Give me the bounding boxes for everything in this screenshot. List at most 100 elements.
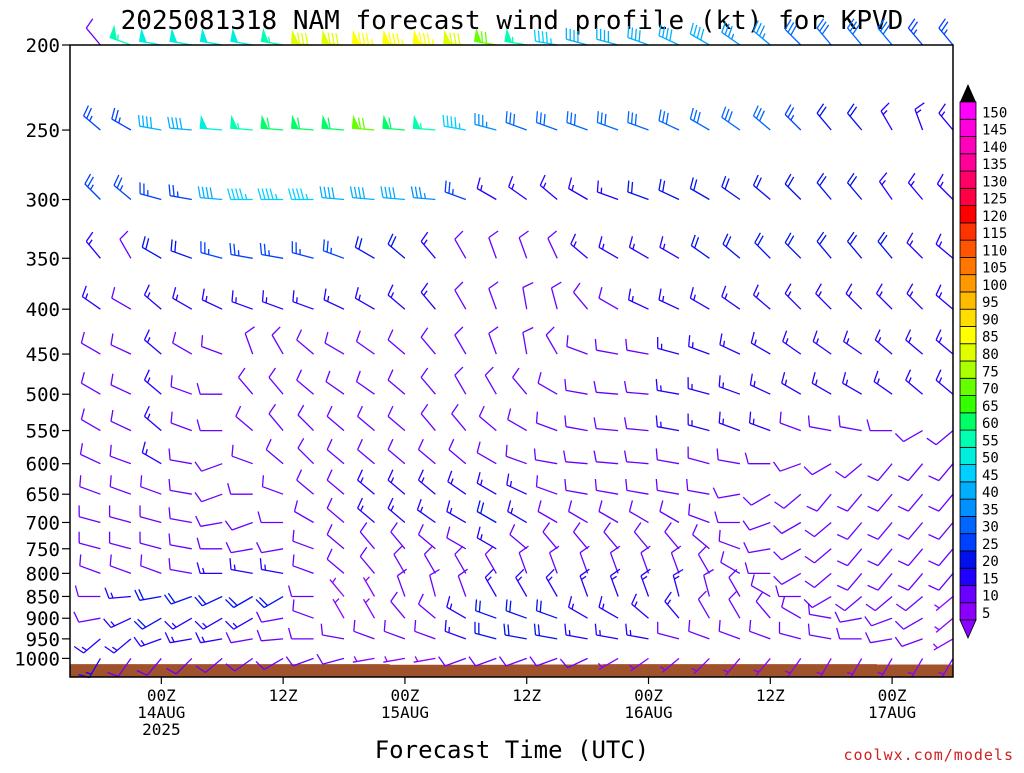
wind-barb xyxy=(455,367,466,394)
wind-barb xyxy=(660,500,679,522)
wind-barb xyxy=(782,596,801,618)
wind-barb xyxy=(687,479,710,494)
wind-barb xyxy=(599,236,618,258)
wind-barb xyxy=(327,549,344,574)
wind-barb xyxy=(421,232,435,258)
wind-barb xyxy=(198,186,222,199)
wind-barb xyxy=(929,523,954,540)
wind-barb xyxy=(415,620,436,639)
wind-barb xyxy=(595,339,618,354)
wind-barb xyxy=(513,368,527,394)
wind-barb xyxy=(226,632,253,642)
wind-barb xyxy=(939,19,953,45)
colorbar-label: 100 xyxy=(982,278,1007,294)
wind-barb xyxy=(936,285,953,310)
wind-barb xyxy=(239,368,253,394)
wind-barb xyxy=(729,591,740,618)
wind-barb xyxy=(719,620,740,639)
wind-barb xyxy=(383,117,405,130)
wind-barb xyxy=(504,624,527,639)
wind-barb xyxy=(358,470,375,495)
wind-barb xyxy=(200,117,222,130)
wind-barb xyxy=(477,472,496,494)
wind-barb xyxy=(656,415,679,430)
wind-barb xyxy=(171,239,192,258)
wind-barb xyxy=(538,372,557,394)
colorbar-swatch xyxy=(960,223,976,240)
colorbar-label: 115 xyxy=(982,226,1007,242)
wind-barb xyxy=(906,370,923,395)
wind-barb xyxy=(807,494,832,511)
wind-barb xyxy=(169,449,192,464)
wind-barb xyxy=(877,284,893,310)
wind-barb xyxy=(743,494,770,505)
wind-barb xyxy=(875,330,892,355)
wind-barb xyxy=(548,231,557,258)
colorbar-swatch xyxy=(960,465,976,482)
wind-barb xyxy=(195,492,222,501)
wind-barb xyxy=(297,470,314,495)
wind-barb xyxy=(353,656,375,662)
wind-barb xyxy=(839,415,862,430)
wind-barb xyxy=(477,178,496,200)
wind-barb xyxy=(439,657,466,666)
wind-barb xyxy=(908,19,922,45)
wind-barb xyxy=(937,174,953,199)
colorbar-swatch xyxy=(960,344,976,361)
wind-barb xyxy=(417,499,435,522)
wind-barb xyxy=(421,328,435,354)
wind-barb xyxy=(86,19,100,45)
wind-barb xyxy=(292,117,314,130)
wind-barb xyxy=(898,523,923,540)
colorbar-swatch xyxy=(960,188,976,205)
wind-barb xyxy=(421,368,435,394)
wind-barb xyxy=(477,500,496,522)
wind-barb xyxy=(295,500,314,522)
wind-barb xyxy=(388,470,405,495)
wind-barb xyxy=(594,417,618,430)
x-tick-label: 12Z xyxy=(512,686,541,705)
wind-barb xyxy=(848,104,862,130)
wind-barb xyxy=(394,546,405,573)
wind-barb xyxy=(260,243,283,258)
wind-barb xyxy=(535,449,558,464)
wind-barb xyxy=(868,494,893,511)
wind-barb xyxy=(599,596,618,618)
wind-barb xyxy=(86,232,100,258)
speed-colorbar: 5101520253035404550556065707580859095100… xyxy=(960,84,1007,638)
wind-barb xyxy=(351,186,375,199)
wind-barb xyxy=(168,117,192,130)
wind-barb xyxy=(936,234,953,258)
wind-barb xyxy=(260,558,283,573)
wind-barb xyxy=(258,189,283,200)
wind-barb xyxy=(719,375,740,394)
wind-barb xyxy=(755,233,771,258)
wind-barb xyxy=(565,415,588,430)
wind-barb xyxy=(698,546,709,573)
wind-barb xyxy=(397,569,406,596)
wind-barb xyxy=(364,599,375,619)
y-tick-label: 250 xyxy=(26,120,60,142)
x-tick-label: 2025 xyxy=(142,720,181,739)
colorbar-label: 10 xyxy=(982,589,999,605)
colorbar-swatch xyxy=(960,430,976,447)
colorbar-swatch xyxy=(960,499,976,516)
wind-barb xyxy=(165,632,192,642)
wind-barb xyxy=(197,538,222,549)
wind-barb xyxy=(321,624,344,639)
colorbar-swatch xyxy=(960,102,976,119)
wind-barb xyxy=(419,594,436,618)
wind-barb xyxy=(236,406,253,431)
wind-barb xyxy=(388,234,405,258)
wind-barb xyxy=(391,592,405,618)
wind-barb xyxy=(169,558,192,573)
wind-barb xyxy=(506,599,527,618)
wind-barb xyxy=(421,283,435,309)
wind-barb xyxy=(729,569,740,596)
wind-barb xyxy=(929,494,954,511)
wind-barb xyxy=(447,527,466,549)
wind-barb xyxy=(898,494,923,511)
y-tick-label: 350 xyxy=(26,248,60,270)
wind-barb xyxy=(325,332,344,354)
